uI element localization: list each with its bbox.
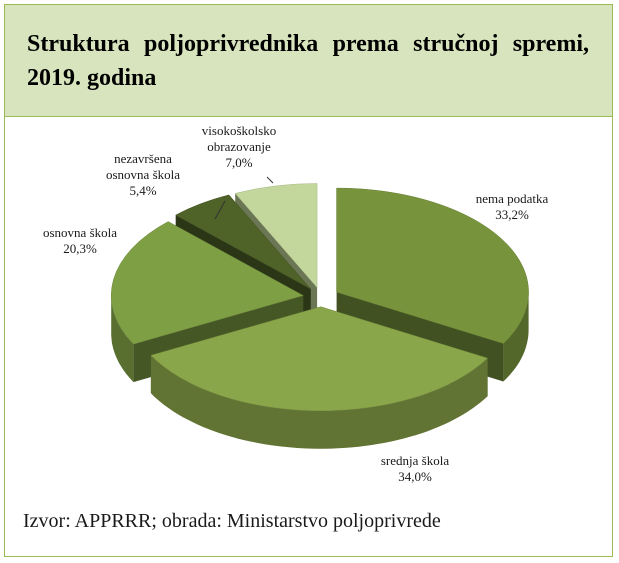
category-label: visokoškolsko obrazovanje xyxy=(201,123,277,154)
value-label: 33,2% xyxy=(495,207,529,222)
chart-title: Struktura poljoprivrednika prema stručno… xyxy=(27,31,589,91)
data-label: nezavršena osnovna škola 5,4% xyxy=(103,151,183,199)
slice xyxy=(150,306,489,411)
category-label: nezavršena osnovna škola xyxy=(105,151,181,182)
slice xyxy=(175,194,311,290)
source: Izvor: APPRRR; obrada: Ministarstvo polj… xyxy=(23,510,441,532)
slice-side xyxy=(111,295,134,383)
data-label: srednja škola 34,0% xyxy=(355,453,475,485)
category-label: nema podatka xyxy=(475,191,549,206)
value-label: 5,4% xyxy=(129,183,157,198)
value-label: 34,0% xyxy=(398,469,432,484)
chart xyxy=(111,176,529,449)
category-label: srednja škola xyxy=(380,453,450,468)
leader-line xyxy=(214,200,226,220)
data-label: osnovna škola 20,3% xyxy=(25,225,135,257)
data-label: visokoškolsko obrazovanje 7,0% xyxy=(191,123,287,171)
value-label: 7,0% xyxy=(225,155,253,170)
slice xyxy=(336,187,529,344)
slice xyxy=(111,221,304,345)
header: Struktura poljoprivrednika prema stručno… xyxy=(5,5,612,117)
slice xyxy=(234,183,318,289)
category-label: osnovna škola xyxy=(42,225,118,240)
value-label: 20,3% xyxy=(63,241,97,256)
chart-frame: Struktura poljoprivrednika prema stručno… xyxy=(4,4,613,557)
slice-side xyxy=(150,355,488,449)
data-label: nema podatka 33,2% xyxy=(457,191,567,223)
slice-side xyxy=(503,291,529,382)
leader-line xyxy=(266,176,274,184)
